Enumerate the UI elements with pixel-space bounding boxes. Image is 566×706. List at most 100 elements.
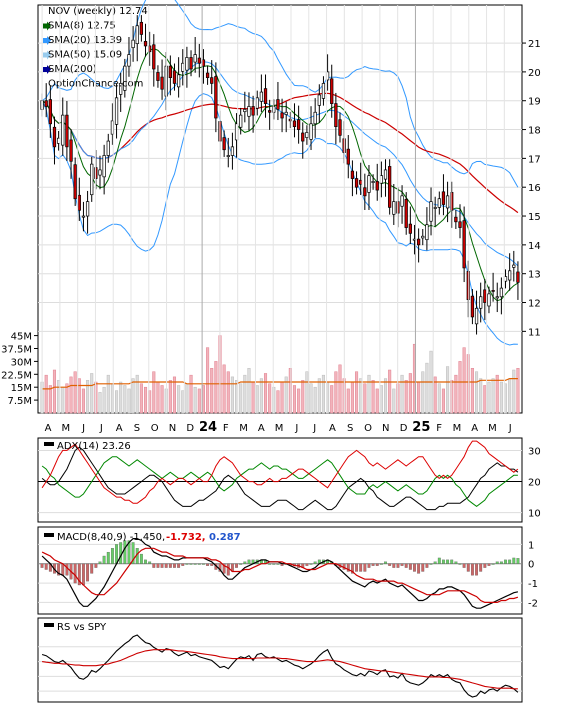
macd-histogram-bar [466, 563, 470, 572]
macd-histogram-bar [483, 563, 487, 568]
volume-bar [251, 381, 255, 414]
sma8-line [41, 47, 519, 302]
macd-histogram-bar [355, 563, 358, 572]
volume-bar [131, 378, 135, 414]
rs-average-line [42, 649, 518, 690]
candle-body [181, 62, 185, 72]
x-axis-label: D [400, 423, 408, 434]
macd-histogram-bar [479, 563, 483, 572]
candle-body [214, 76, 218, 119]
price-panel-frame [37, 4, 523, 414]
macd-histogram-bar [413, 563, 416, 572]
candle-body [119, 83, 123, 95]
macd-histogram-bar [375, 563, 379, 566]
volume-bar [77, 378, 81, 414]
volume-bar [222, 364, 226, 414]
price-tick-label: 20 [528, 68, 541, 79]
macd-value-signal: -1.732, [166, 532, 206, 543]
legend-text: NOV (weekly) 12.74 [48, 6, 148, 17]
x-axis-label: N [169, 423, 176, 434]
macd-histogram-bar [350, 563, 354, 574]
macd-histogram-bar [44, 563, 48, 570]
legend-arrow-icon [47, 36, 51, 45]
macd-histogram-bar [458, 563, 462, 565]
x-axis-label: A [116, 423, 123, 434]
macd-histogram-bar [152, 563, 156, 568]
macd-histogram-bar [40, 563, 44, 568]
volume-bar [106, 374, 110, 414]
candle-body [185, 57, 189, 71]
x-axis-label: M [453, 423, 462, 434]
volume-bar [383, 378, 388, 414]
macd-tick-label: -2 [528, 598, 538, 609]
macd-histogram-bar [106, 551, 110, 564]
price-tick-label: 13 [528, 270, 541, 281]
candle-body [375, 181, 379, 191]
volume-average-line [42, 378, 518, 390]
volume-bar [421, 371, 425, 414]
candle-body [85, 201, 90, 217]
candle-body [425, 224, 429, 241]
candle-body [172, 70, 177, 84]
macd-histogram-bar [379, 563, 383, 565]
volume-bar [454, 374, 458, 414]
volume-bar [139, 383, 143, 414]
candle-body [470, 295, 475, 318]
candle-body [152, 44, 156, 70]
macd-histogram-bar [247, 559, 251, 564]
volume-bar [239, 383, 243, 414]
candle-body [127, 54, 131, 67]
macd-histogram-bar [222, 563, 226, 574]
volume-bar [210, 368, 214, 414]
volume-bar [172, 376, 177, 414]
candle-body [73, 164, 77, 200]
legend-arrow-icon [47, 21, 51, 31]
macd-histogram-bar [177, 563, 181, 568]
price-tick-label: 16 [528, 183, 541, 194]
volume-bar [189, 374, 193, 414]
x-axis-label: O [151, 423, 159, 434]
macd-histogram-bar [235, 563, 238, 568]
candle-body [305, 132, 309, 138]
volume-bar [408, 373, 412, 414]
macd-histogram-bar [77, 563, 81, 586]
volume-bar [367, 374, 371, 414]
macd-lines [41, 537, 519, 609]
price-candles [40, 15, 520, 335]
x-axis-label: J [294, 423, 298, 434]
macd-histogram-bar [400, 563, 404, 566]
volume-bar [508, 378, 512, 414]
candle-body [309, 123, 313, 140]
candle-body [458, 221, 462, 228]
volume-bar [44, 374, 48, 414]
candle-body [408, 223, 412, 234]
candle-body [433, 207, 437, 209]
macd-histogram-bar [189, 563, 193, 565]
macd-histogram-bar [210, 563, 214, 566]
candle-body [81, 215, 86, 218]
macd-y-axis: 1 0 -1 -2 [528, 540, 538, 609]
candle-body [156, 72, 160, 81]
volume-bar [98, 392, 102, 414]
price-tick-label: 21 [528, 39, 541, 50]
volume-bar [441, 388, 445, 414]
candle-body [131, 39, 135, 49]
legend-arrow-icon [47, 50, 51, 60]
price-tick-label: 15 [528, 212, 541, 223]
adx-tick-label: 30 [528, 446, 541, 457]
candle-body [176, 74, 181, 88]
candle-body [445, 195, 450, 209]
adx-y-axis: 30 20 10 [528, 446, 541, 519]
volume-bar [115, 390, 119, 414]
x-axis-label: J [81, 423, 85, 434]
candle-body [205, 72, 210, 79]
x-axis-label: A [45, 423, 52, 434]
volume-bar [330, 385, 334, 414]
x-axis-label: S [347, 423, 353, 434]
volume-bar [499, 381, 503, 414]
volume-bar [65, 383, 69, 414]
candle-body [334, 103, 338, 128]
volume-bar [272, 386, 276, 414]
candle-body [429, 201, 433, 222]
macd-histogram-bar [384, 561, 387, 564]
